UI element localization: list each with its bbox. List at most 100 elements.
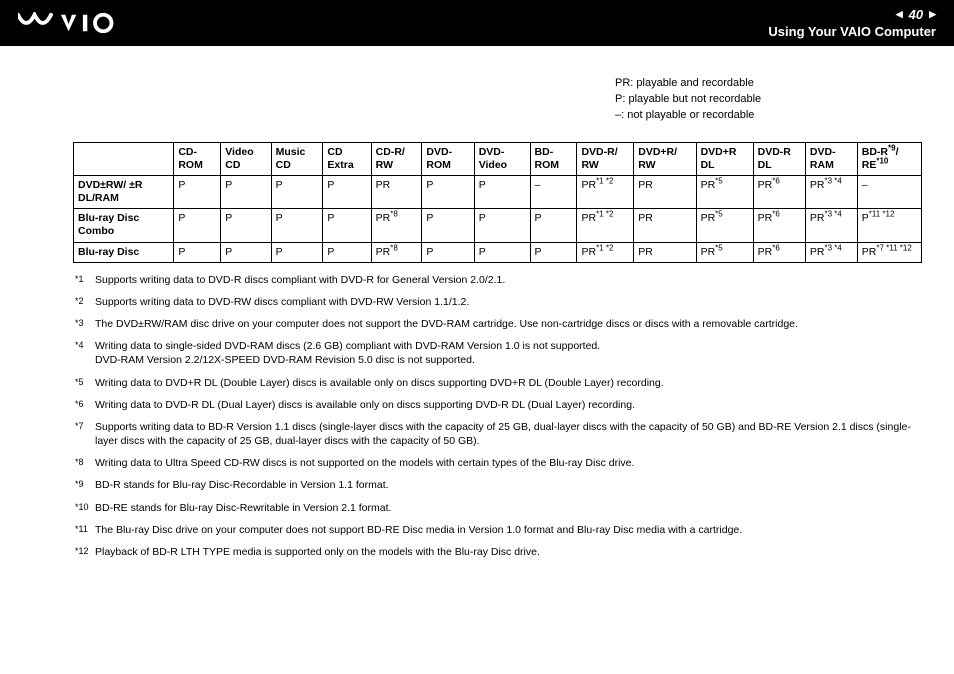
table-cell: P [221,242,271,262]
footnote-marker: *2 [75,295,95,307]
table-cell: PR*1 *2 [577,176,634,209]
table-cell: P [323,176,371,209]
page-header: ◀ 40 ▶ Using Your VAIO Computer [0,0,954,46]
table-cell: P [174,242,221,262]
footnote: *1Supports writing data to DVD-R discs c… [75,273,924,287]
column-header [74,142,174,175]
table-cell: PR*1 *2 [577,209,634,242]
footnote-marker: *9 [75,478,95,490]
table-cell: P [474,242,530,262]
footnote: *5Writing data to DVD+R DL (Double Layer… [75,376,924,390]
page-nav: ◀ 40 ▶ [768,7,936,22]
column-header: DVD-R DL [753,142,805,175]
column-header: DVD-Video [474,142,530,175]
footnotes: *1Supports writing data to DVD-R discs c… [75,273,924,559]
footnote-text: Writing data to Ultra Speed CD-RW discs … [95,456,924,470]
table-cell: PR*5 [696,176,753,209]
table-cell: PR [371,176,422,209]
footnote: *12Playback of BD-R LTH TYPE media is su… [75,545,924,559]
column-header: CD Extra [323,142,371,175]
row-head: DVD±RW/ ±R DL/RAM [74,176,174,209]
table-cell: PR*8 [371,242,422,262]
footnote: *6Writing data to DVD-R DL (Dual Layer) … [75,398,924,412]
table-cell: PR*7 *11 *12 [857,242,921,262]
section-title: Using Your VAIO Computer [768,24,936,39]
column-header: DVD-RAM [805,142,857,175]
table-cell: PR [634,209,696,242]
column-header: BD-ROM [530,142,577,175]
footnote-text: Supports writing data to DVD-R discs com… [95,273,924,287]
footnote: *3The DVD±RW/RAM disc drive on your comp… [75,317,924,331]
footnote: *10BD-RE stands for Blu-ray Disc-Rewrita… [75,501,924,515]
next-page-icon[interactable]: ▶ [929,9,936,20]
table-cell: P [271,176,323,209]
footnote-marker: *4 [75,339,95,351]
footnote-text: Supports writing data to DVD-RW discs co… [95,295,924,309]
table-cell: PR*6 [753,176,805,209]
column-header: DVD-ROM [422,142,474,175]
footnote-text: Writing data to DVD-R DL (Dual Layer) di… [95,398,924,412]
table-cell: PR*6 [753,209,805,242]
footnote-marker: *10 [75,501,95,513]
header-right: ◀ 40 ▶ Using Your VAIO Computer [768,7,936,39]
table-cell: – [530,176,577,209]
row-head: Blu-ray Disc Combo [74,209,174,242]
footnote-marker: *5 [75,376,95,388]
table-cell: P [474,209,530,242]
table-body: DVD±RW/ ±R DL/RAMPPPPPRPP–PR*1 *2PRPR*5P… [74,176,922,263]
footnote: *4Writing data to single-sided DVD-RAM d… [75,339,924,367]
footnote: *9BD-R stands for Blu-ray Disc-Recordabl… [75,478,924,492]
table-cell: P [271,209,323,242]
footnote-marker: *3 [75,317,95,329]
column-header: BD-R*9/ RE*10 [857,142,921,175]
footnote-text: BD-R stands for Blu-ray Disc-Recordable … [95,478,924,492]
column-header: CD-R/ RW [371,142,422,175]
footnote-marker: *7 [75,420,95,432]
table-cell: PR [634,242,696,262]
footnote-text: The DVD±RW/RAM disc drive on your comput… [95,317,924,331]
table-cell: PR*5 [696,209,753,242]
table-cell: P [422,176,474,209]
footnote: *8Writing data to Ultra Speed CD-RW disc… [75,456,924,470]
page-content: PR: playable and recordable P: playable … [0,46,954,559]
table-cell: P [474,176,530,209]
footnote: *7Supports writing data to BD-R Version … [75,420,924,448]
footnote-marker: *6 [75,398,95,410]
table-cell: P [271,242,323,262]
table-cell: – [857,176,921,209]
table-cell: P*11 *12 [857,209,921,242]
footnote-text: Playback of BD-R LTH TYPE media is suppo… [95,545,924,559]
table-row: Blu-ray Disc ComboPPPPPR*8PPPPR*1 *2PRPR… [74,209,922,242]
table-cell: P [221,176,271,209]
footnote-text: Writing data to DVD+R DL (Double Layer) … [95,376,924,390]
row-head: Blu-ray Disc [74,242,174,262]
column-header: DVD+R DL [696,142,753,175]
vaio-logo [18,12,128,34]
column-header: CD-ROM [174,142,221,175]
column-header: Music CD [271,142,323,175]
legend-p: P: playable but not recordable [615,92,924,108]
table-cell: PR*1 *2 [577,242,634,262]
table-cell: PR*5 [696,242,753,262]
column-header: DVD+R/ RW [634,142,696,175]
legend-pr: PR: playable and recordable [615,76,924,92]
prev-page-icon[interactable]: ◀ [896,9,903,20]
table-cell: PR*3 *4 [805,209,857,242]
footnote-marker: *11 [75,523,95,535]
legend: PR: playable and recordable P: playable … [615,76,924,124]
column-header: DVD-R/ RW [577,142,634,175]
table-cell: P [174,209,221,242]
footnote-marker: *12 [75,545,95,557]
table-cell: P [530,209,577,242]
legend-dash: –: not playable or recordable [615,108,924,124]
footnote-text: The Blu-ray Disc drive on your computer … [95,523,924,537]
compatibility-table: CD-ROMVideo CDMusic CDCD ExtraCD-R/ RWDV… [73,142,922,263]
table-row: Blu-ray DiscPPPPPR*8PPPPR*1 *2PRPR*5PR*6… [74,242,922,262]
footnote: *11The Blu-ray Disc drive on your comput… [75,523,924,537]
table-cell: P [422,242,474,262]
table-cell: PR*8 [371,209,422,242]
footnote-marker: *1 [75,273,95,285]
footnote-text: Writing data to single-sided DVD-RAM dis… [95,339,924,367]
table-cell: PR*3 *4 [805,176,857,209]
table-row: DVD±RW/ ±R DL/RAMPPPPPRPP–PR*1 *2PRPR*5P… [74,176,922,209]
